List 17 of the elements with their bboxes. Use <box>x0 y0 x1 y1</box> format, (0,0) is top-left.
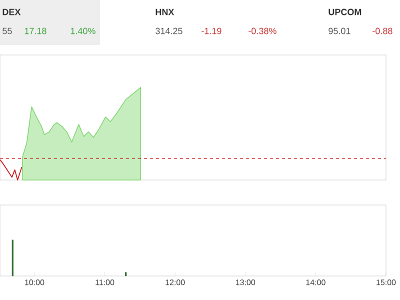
x-tick-label: 14:00 <box>306 280 326 286</box>
text: -1.19 <box>202 28 222 34</box>
text: 95.01 <box>328 28 350 34</box>
text: 1.40% <box>70 28 96 34</box>
text: UPCOM <box>328 8 362 16</box>
x-tick-label: 15:00 <box>376 280 396 286</box>
text: HNX <box>156 8 174 16</box>
x-tick-label: 12:00 <box>166 280 185 286</box>
text: 17.18 <box>24 28 46 34</box>
x-tick-label: 11:00 <box>96 280 114 286</box>
x-tick-label: 13:00 <box>236 280 256 286</box>
text: 55 <box>2 28 12 34</box>
text: 314.25 <box>156 28 182 34</box>
text: DEX <box>2 8 21 16</box>
x-tick-label: 10:00 <box>25 280 44 286</box>
text: -0.88 <box>372 28 392 34</box>
text: -0.38% <box>248 28 276 34</box>
